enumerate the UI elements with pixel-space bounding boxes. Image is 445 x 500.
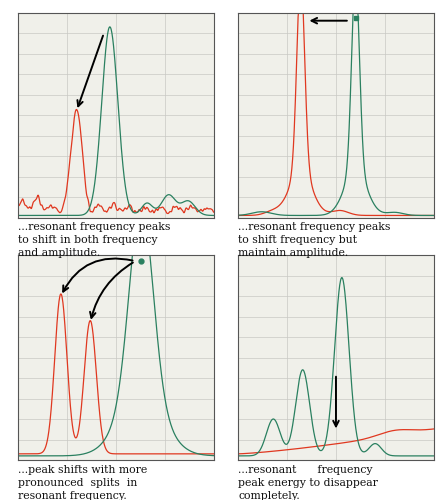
Text: ...peak shifts with more
pronounced  splits  in
resonant frequency.: ...peak shifts with more pronounced spli… xyxy=(18,465,147,500)
Text: ...resonant frequency peaks
to shift frequency but
maintain amplitude.: ...resonant frequency peaks to shift fre… xyxy=(238,222,390,258)
Text: ...resonant      frequency
peak energy to disappear
completely.: ...resonant frequency peak energy to dis… xyxy=(238,465,378,500)
Text: ...resonant frequency peaks
to shift in both frequency
and amplitude.: ...resonant frequency peaks to shift in … xyxy=(18,222,170,258)
